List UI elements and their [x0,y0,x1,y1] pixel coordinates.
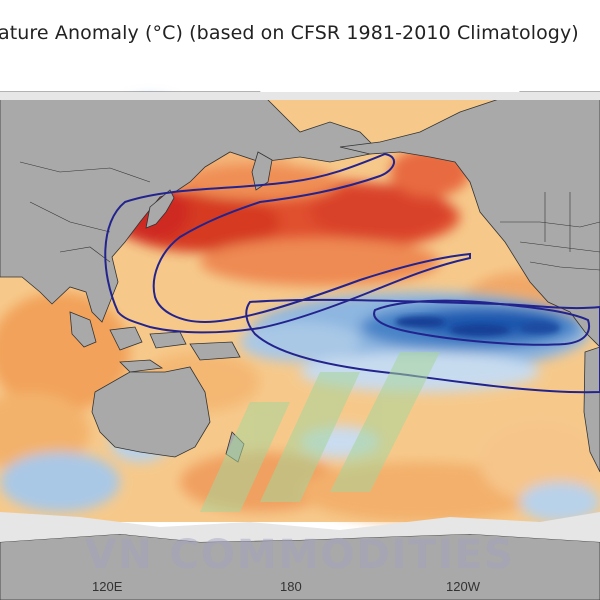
watermark-stripes [200,352,440,512]
watermark-text: VN COMMODITIES [85,532,515,578]
country-borders [19,161,600,271]
map-title: ature Anomaly (°C) (based on CFSR 1981-2… [0,22,579,44]
anomaly-contours [104,152,600,394]
land-masses [0,91,600,600]
sea-ice [0,92,600,542]
sst-anomaly-map [0,72,600,600]
lon-tick-label: 120E [92,579,123,594]
lon-tick-label: 120W [446,579,480,594]
lon-tick-label: 180 [280,579,302,594]
